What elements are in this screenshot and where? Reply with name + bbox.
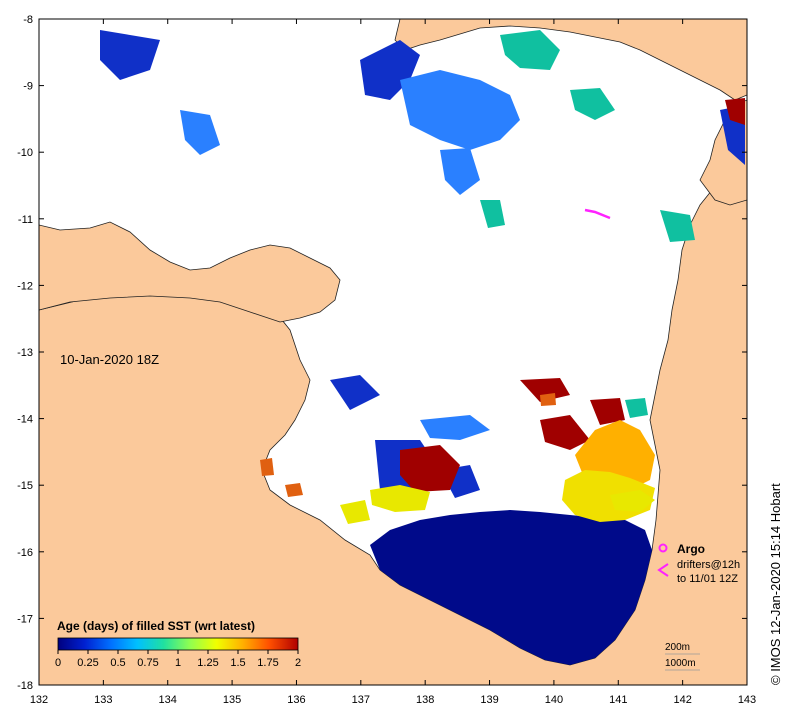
y-axis-ticks: -8 -9 -10 -11 -12 -13 -14 -15 -16 -17 -18: [17, 14, 747, 692]
sst-patches-orange-west: [260, 393, 556, 497]
x-tick-label: 142: [673, 694, 691, 706]
colorbar-label: 1.25: [197, 657, 218, 669]
drifter-arrow-icon: [657, 563, 669, 577]
legend-argo-label: Argo: [677, 542, 705, 556]
colorbar-gradient: [57, 637, 299, 651]
colorbar-labels: 0 0.25 0.5 0.75 1 1.25 1.5 1.75 2: [55, 650, 301, 669]
land-west-upper: [39, 221, 341, 323]
colorbar-label: 2: [295, 657, 301, 669]
x-tick-label: 143: [738, 694, 756, 706]
x-tick-label: 141: [609, 694, 627, 706]
y-tick-label: -17: [17, 613, 33, 625]
x-tick-label: 132: [30, 694, 48, 706]
y-tick-label: -13: [17, 347, 33, 359]
colorbar-label: 0.75: [137, 657, 158, 669]
legend: Argo drifters@12h to 11/01 12Z: [657, 542, 740, 585]
colorbar-label: 1: [175, 657, 181, 669]
colorbar-label: 1.5: [230, 657, 245, 669]
colorbar-label: 0: [55, 657, 61, 669]
sst-patches-mid-blue: [180, 70, 520, 440]
x-tick-label: 140: [545, 694, 563, 706]
sst-patches-cyan: [480, 30, 695, 418]
y-tick-label: -18: [17, 680, 33, 692]
sst-patches-darkred: [400, 98, 745, 492]
x-tick-label: 139: [480, 694, 498, 706]
x-tick-label: 137: [352, 694, 370, 706]
y-tick-label: -14: [17, 414, 33, 426]
map-date-label: 10-Jan-2020 18Z: [60, 352, 159, 367]
x-tick-label: 136: [287, 694, 305, 706]
colorbar-label: 0.25: [77, 657, 98, 669]
colorbar-label: 0.5: [110, 657, 125, 669]
sst-patch-navy: [370, 510, 652, 665]
contour-1000-label: 1000m: [665, 658, 696, 669]
land-north: [394, 19, 747, 101]
y-tick-label: -12: [17, 280, 33, 292]
colorbar-title: Age (days) of filled SST (wrt latest): [57, 619, 255, 633]
argo-marker-icon: [658, 543, 668, 553]
legend-drifters-sub: to 11/01 12Z: [677, 573, 738, 585]
colorbar-label: 1.75: [257, 657, 278, 669]
x-tick-label: 138: [416, 694, 434, 706]
sst-patches-yellow-west: [340, 485, 655, 524]
y-tick-label: -8: [23, 14, 33, 26]
credit-text: © IMOS 12-Jan-2020 15:14 Hobart: [768, 483, 783, 685]
y-tick-label: -10: [17, 147, 33, 159]
contour-legend: 200m 1000m: [665, 642, 700, 671]
y-tick-label: -16: [17, 547, 33, 559]
y-tick-label: -15: [17, 480, 33, 492]
y-tick-label: -11: [18, 214, 33, 226]
x-tick-label: 134: [159, 694, 177, 706]
x-tick-label: 133: [94, 694, 112, 706]
x-tick-label: 135: [223, 694, 241, 706]
y-tick-label: -9: [23, 81, 33, 93]
x-axis-ticks: 132 133 134 135 136 137 138 139 140 141 142 143: [30, 19, 756, 706]
contour-200-label: 200m: [665, 642, 690, 653]
legend-drifters-label: drifters@12h: [677, 559, 740, 571]
drifter-track: [584, 208, 611, 220]
